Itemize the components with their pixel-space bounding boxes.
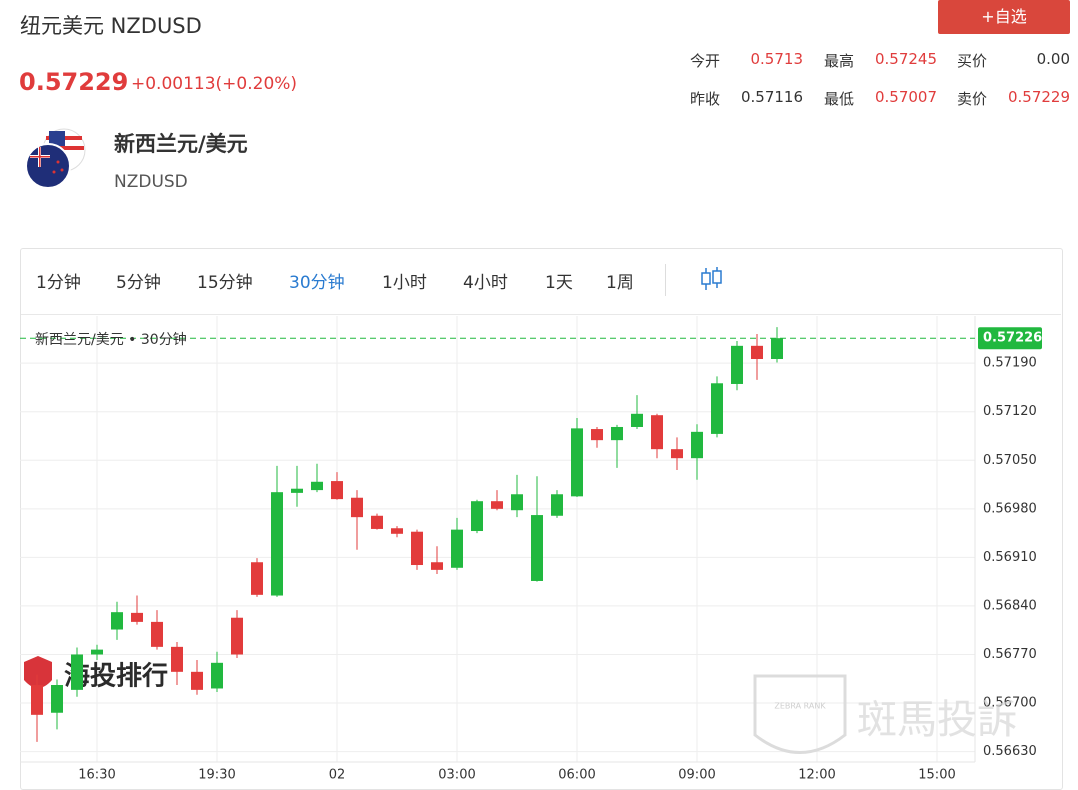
x-tick-label: 03:00 [438, 768, 475, 783]
candle-body [191, 671, 203, 690]
candle-body [771, 338, 783, 360]
candle-body [691, 431, 703, 459]
candle-body [671, 449, 683, 459]
y-tick-label: 0.57120 [983, 404, 1037, 419]
interval-tab[interactable]: 1分钟 [36, 273, 81, 293]
candle-body [591, 429, 603, 441]
quote-label: 最高 [824, 52, 855, 70]
y-tick-label: 0.56770 [983, 647, 1037, 662]
candle-body [351, 497, 363, 518]
candle-body [111, 612, 123, 630]
x-tick-label: 09:00 [678, 768, 715, 783]
interval-tab[interactable]: 1周 [606, 273, 634, 293]
candle-body [751, 345, 763, 360]
candle-type-button[interactable] [700, 266, 724, 292]
candle-body [631, 413, 643, 427]
candle-body [251, 562, 263, 595]
x-tick-label: 06:00 [558, 768, 595, 783]
candle-body [71, 654, 83, 690]
x-tick-label: 19:30 [198, 768, 235, 783]
candle-body [31, 685, 43, 715]
last-price-label: 0.57226 [983, 331, 1042, 346]
y-tick-label: 0.56630 [983, 744, 1037, 759]
quote-label: 卖价 [957, 90, 988, 108]
candle-body [551, 494, 563, 516]
candle-body [471, 501, 483, 532]
instrument-code: NZDUSD [114, 172, 188, 192]
candle-body [131, 612, 143, 622]
y-tick-label: 0.56980 [983, 501, 1037, 516]
quote-label: 今开 [690, 52, 721, 70]
toolbar-divider [21, 314, 1061, 315]
candle-body [371, 515, 383, 529]
candle-body [231, 617, 243, 655]
y-tick-label: 0.56840 [983, 598, 1037, 613]
quote-label: 买价 [957, 52, 988, 70]
flag-icon [25, 128, 86, 189]
toolbar-separator [665, 264, 666, 296]
candle-body [171, 646, 183, 672]
quote-value: 0.57245 [874, 50, 937, 68]
quote-value: 0.5713 [750, 50, 804, 68]
interval-tab[interactable]: 4小时 [463, 273, 508, 293]
x-tick-label: 15:00 [918, 768, 955, 783]
y-tick-label: 0.57190 [983, 356, 1037, 371]
candle-body [331, 481, 343, 500]
candle-body [431, 562, 443, 570]
quote-label: 昨收 [690, 90, 721, 108]
candle-body [391, 528, 403, 534]
interval-tab[interactable]: 15分钟 [197, 273, 253, 293]
candle-body [491, 501, 503, 509]
interval-tab[interactable]: 5分钟 [116, 273, 161, 293]
candle-body [651, 415, 663, 450]
quote-value: 0.57007 [874, 88, 937, 106]
interval-tab[interactable]: 1天 [545, 273, 573, 293]
candle-body [151, 621, 163, 647]
candle-body [611, 426, 623, 441]
price: 0.57229 [19, 68, 129, 96]
candle-body [511, 494, 523, 511]
watermark-logo [24, 656, 52, 688]
candle-body [411, 531, 423, 566]
interval-tab[interactable]: 30分钟 [289, 273, 345, 293]
candle-body [571, 428, 583, 497]
quote-value: 0.57116 [740, 88, 803, 106]
quote-label: 最低 [824, 90, 855, 108]
x-tick-label: 02 [329, 768, 346, 783]
interval-tab[interactable]: 1小时 [382, 273, 427, 293]
chart-legend: 新西兰元/美元 • 30分钟 [35, 331, 187, 348]
watermark-right: 斑馬投訴 [857, 697, 1017, 743]
candle-body [711, 383, 723, 434]
candle-body [451, 529, 463, 568]
candle-body [311, 481, 323, 491]
watermark-shield [753, 674, 847, 754]
candle-body [291, 488, 303, 493]
candle-body [531, 515, 543, 581]
candle-body [731, 345, 743, 384]
price-change: +0.00113(+0.20%) [131, 74, 298, 94]
quote-value: 0.57229 [1007, 88, 1070, 106]
candle-body [211, 662, 223, 689]
candle-body [91, 649, 103, 655]
instrument-name: 新西兰元/美元 [114, 132, 248, 156]
y-tick-label: 0.57050 [983, 453, 1037, 468]
add-watchlist-button[interactable]: +自选 [938, 0, 1070, 34]
candle-body [51, 685, 63, 713]
last-price-box [978, 327, 1042, 350]
x-tick-label: 16:30 [78, 768, 115, 783]
y-tick-label: 0.56910 [983, 550, 1037, 565]
page-title: 纽元美元 NZDUSD [20, 14, 202, 38]
candle-body [271, 492, 283, 596]
quote-value: 0.00 [1036, 50, 1070, 68]
y-tick-label: 0.56700 [983, 696, 1037, 711]
x-tick-label: 12:00 [798, 768, 835, 783]
watermark-badge: ZEBRA RANK [774, 702, 826, 711]
